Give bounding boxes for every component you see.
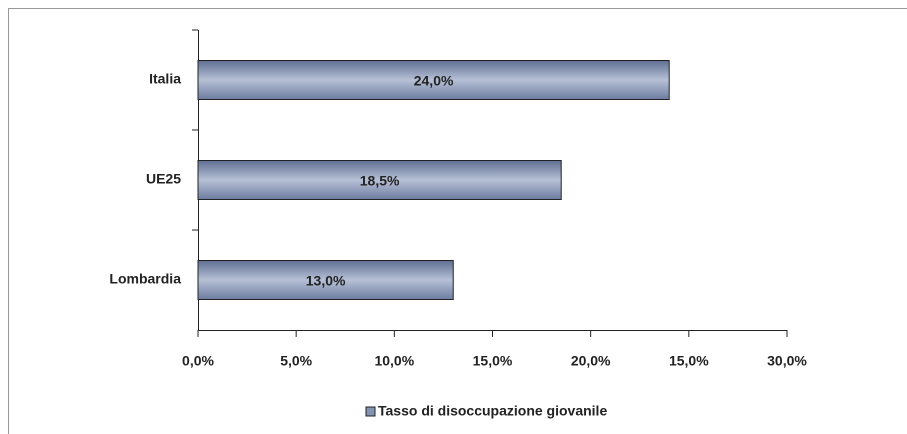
- bar: [197, 60, 670, 100]
- y-tick-label: Lombardia: [109, 271, 181, 287]
- y-tick-label: UE25: [146, 171, 181, 187]
- y-tick-label: Italia: [149, 71, 181, 87]
- x-tick-label: 30,0%: [767, 353, 807, 369]
- bar: [197, 260, 454, 300]
- bar: [197, 160, 562, 200]
- x-tick-label: 10,0%: [374, 353, 414, 369]
- legend-swatch: [365, 406, 376, 417]
- x-tick-label: 5,0%: [280, 353, 312, 369]
- x-tick-label: 15,0%: [669, 353, 709, 369]
- data-label: 18,5%: [360, 173, 400, 189]
- x-tick-label: 0,0%: [182, 353, 214, 369]
- legend-label: Tasso di disoccupazione giovanile: [378, 403, 607, 419]
- data-label: 13,0%: [306, 273, 346, 289]
- x-tick-label: 15,0%: [473, 353, 513, 369]
- x-tick-label: 20,0%: [571, 353, 611, 369]
- data-label: 24,0%: [414, 73, 454, 89]
